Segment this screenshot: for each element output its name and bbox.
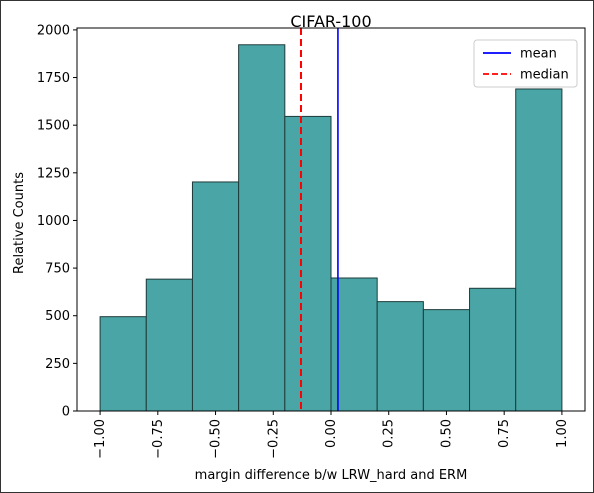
legend-label-median: median bbox=[520, 68, 569, 83]
plot-area-border bbox=[76, 27, 586, 412]
x-tick-label: −1.00 bbox=[93, 419, 108, 459]
y-tick-label: 1500 bbox=[37, 119, 70, 134]
histogram-bar-3 bbox=[238, 44, 286, 412]
histogram-bar-2 bbox=[191, 181, 240, 412]
histogram-bars bbox=[99, 44, 563, 412]
histogram-bar-6 bbox=[376, 301, 424, 412]
histogram-bar-4 bbox=[284, 115, 332, 412]
x-tick-label: 0.50 bbox=[439, 419, 454, 448]
x-tick-label: 0.00 bbox=[324, 419, 339, 448]
x-axis-label: margin difference b/w LRW_hard and ERM bbox=[195, 468, 468, 483]
histogram-bar-1 bbox=[145, 278, 193, 412]
x-tick-label: 1.00 bbox=[555, 419, 570, 448]
y-axis: 0 250 500 750 1000 1250 1500 1750 2000 bbox=[37, 23, 77, 420]
legend-label-mean: mean bbox=[520, 47, 557, 62]
y-tick-label: 250 bbox=[45, 357, 70, 372]
histogram-bar-9 bbox=[515, 88, 563, 412]
x-tick-label: 0.75 bbox=[497, 419, 512, 448]
y-tick-label: 0 bbox=[62, 405, 70, 420]
y-axis-label: Relative Counts bbox=[12, 172, 27, 274]
reference-lines bbox=[299, 28, 339, 411]
x-axis: −1.00 −0.75 −0.50 −0.25 0.00 0.25 0.50 0.75 1.00 bbox=[93, 411, 570, 459]
histogram-bar-8 bbox=[469, 287, 517, 412]
chart-title: CIFAR-100 bbox=[290, 12, 371, 31]
legend: mean median bbox=[473, 39, 578, 88]
y-tick-label: 2000 bbox=[37, 23, 70, 38]
x-tick-label: −0.25 bbox=[266, 419, 281, 459]
y-tick-label: 750 bbox=[45, 262, 70, 277]
legend-box bbox=[473, 39, 578, 88]
y-tick-label: 500 bbox=[45, 309, 70, 324]
y-tick-label: 1250 bbox=[37, 166, 70, 181]
x-tick-label: −0.50 bbox=[209, 419, 224, 459]
histogram-bar-7 bbox=[422, 309, 471, 412]
x-tick-label: −0.75 bbox=[151, 419, 166, 459]
x-tick-label: 0.25 bbox=[382, 419, 397, 448]
histogram-bar-0 bbox=[99, 316, 147, 412]
y-tick-label: 1000 bbox=[37, 214, 70, 229]
y-tick-label: 1750 bbox=[37, 71, 70, 86]
